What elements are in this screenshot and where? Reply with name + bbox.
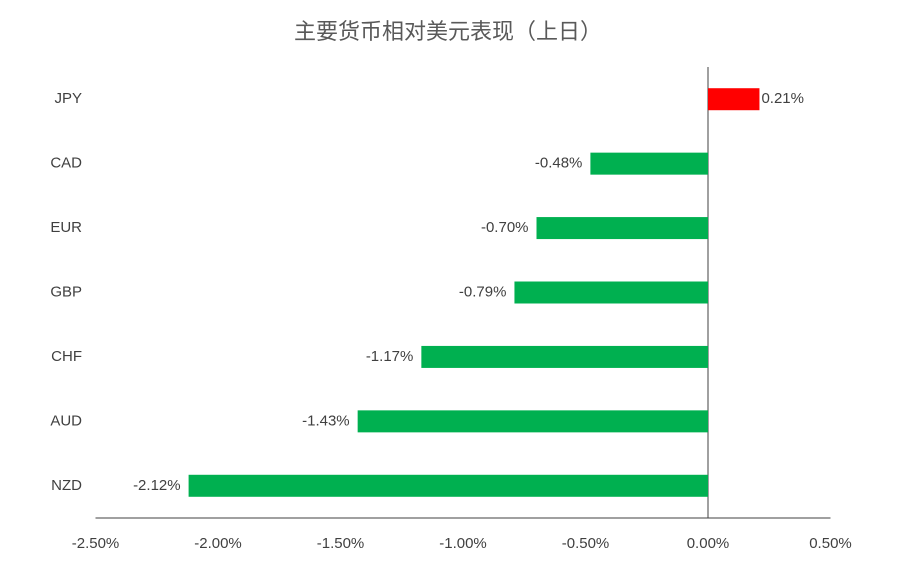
bar [421,345,708,368]
y-tick-label: JPY [54,90,82,107]
data-label: -2.12% [133,477,181,494]
bar [188,474,709,497]
y-tick-label: NZD [51,477,82,494]
y-tick-label: EUR [50,219,82,236]
bar [536,217,708,240]
data-label: -0.70% [481,219,529,236]
bar [357,410,708,433]
y-tick-label: CHF [51,348,82,365]
x-tick-label: 0.50% [809,535,852,552]
data-label: -0.48% [535,155,583,172]
bar [514,281,708,304]
y-tick-label: GBP [50,283,82,300]
y-tick-label: CAD [50,155,82,172]
data-label: -0.79% [459,283,507,300]
data-label: -1.17% [366,348,414,365]
x-tick-label: 0.00% [687,535,730,552]
x-tick-label: -1.50% [317,535,365,552]
y-tick-label: AUD [50,412,82,429]
data-label: 0.21% [761,90,804,107]
bar [590,152,708,175]
data-label: -1.43% [302,412,350,429]
x-tick-label: -2.00% [194,535,242,552]
x-tick-label: -0.50% [562,535,610,552]
x-tick-label: -2.50% [72,535,120,552]
chart-title: 主要货币相对美元表现（上日） [294,19,602,44]
bar [708,88,760,111]
x-tick-label: -1.00% [439,535,487,552]
